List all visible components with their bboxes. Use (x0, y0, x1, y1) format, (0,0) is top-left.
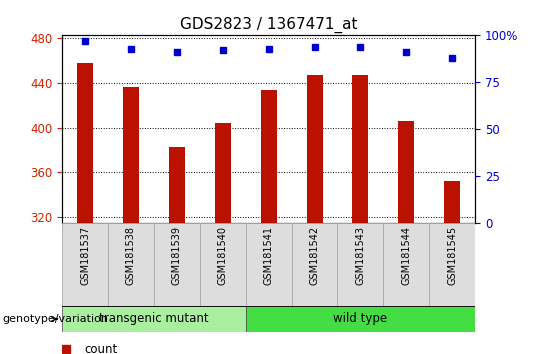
Text: GSM181545: GSM181545 (447, 226, 457, 285)
Bar (292, 223, 338, 306)
Text: wild type: wild type (333, 313, 388, 325)
Bar (169, 147, 185, 223)
Text: genotype/variation: genotype/variation (3, 314, 109, 324)
Bar (307, 75, 322, 223)
Text: GSM181544: GSM181544 (401, 226, 411, 285)
Bar (62, 223, 108, 306)
Bar (246, 306, 475, 332)
Text: GSM181542: GSM181542 (309, 226, 320, 285)
Bar (353, 75, 368, 223)
Bar (246, 223, 292, 306)
Bar (399, 121, 414, 223)
Text: GSM181540: GSM181540 (218, 226, 228, 285)
Bar (444, 182, 460, 223)
Bar (429, 223, 475, 306)
Bar (108, 223, 154, 306)
Text: GSM181541: GSM181541 (264, 226, 274, 285)
Bar (338, 223, 383, 306)
Text: GSM181539: GSM181539 (172, 226, 182, 285)
Text: GSM181537: GSM181537 (80, 226, 90, 285)
Bar (154, 223, 200, 306)
Text: GSM181538: GSM181538 (126, 226, 136, 285)
Bar (200, 223, 246, 306)
Text: transgenic mutant: transgenic mutant (99, 313, 209, 325)
Text: GSM181543: GSM181543 (355, 226, 366, 285)
Bar (77, 63, 93, 223)
Bar (62, 306, 246, 332)
Bar (123, 87, 139, 223)
Text: count: count (85, 343, 118, 354)
Title: GDS2823 / 1367471_at: GDS2823 / 1367471_at (180, 16, 357, 33)
Bar (261, 91, 276, 223)
Bar (215, 123, 231, 223)
Bar (383, 223, 429, 306)
